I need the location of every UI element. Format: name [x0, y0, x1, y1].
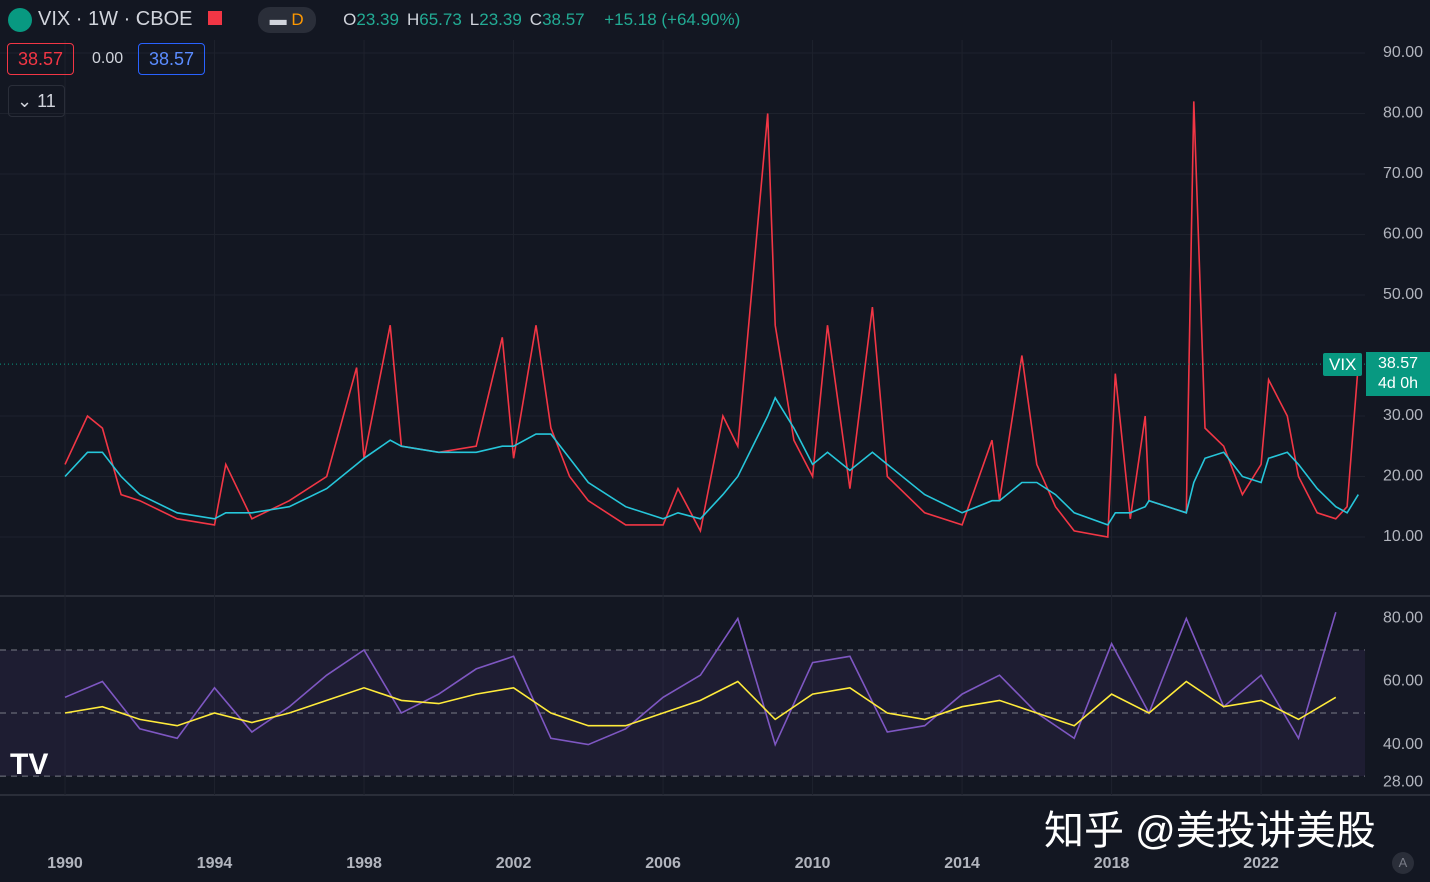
flag[interactable]	[208, 11, 223, 25]
y-tick-label: 80.00	[1383, 105, 1423, 122]
x-tick-label: 1998	[346, 855, 382, 872]
x-tick-label: 2010	[795, 855, 831, 872]
y-tick-label: 30.00	[1383, 407, 1423, 424]
y-tick-label: 90.00	[1383, 44, 1423, 61]
symbol-icon	[8, 7, 32, 32]
symbol-bar[interactable]: VIX · 1W · CBOE ▬ D O23.39 H65.73 L23.39 C3…	[8, 6, 741, 33]
ohlc-label: L	[469, 10, 480, 29]
x-tick-label: 2022	[1243, 855, 1279, 872]
x-tick-label: 1990	[47, 855, 83, 872]
ohlc-value: 38.57	[542, 10, 585, 29]
y-tick-label: 28.00	[1383, 774, 1423, 791]
y-tick-label: 60.00	[1383, 226, 1423, 243]
price: 38.57	[1378, 355, 1419, 372]
change: +15.18 (+64.90%)	[604, 10, 741, 29]
ohlc-value: 23.39	[479, 10, 522, 29]
series-line	[64, 101, 1360, 538]
ohlc-label: C	[529, 10, 543, 29]
series-line	[64, 396, 1359, 526]
interval-badge[interactable]: ▬ D	[257, 7, 316, 33]
x-tick-label: 2018	[1094, 855, 1130, 872]
series-tag: VIX	[1323, 353, 1363, 376]
y-tick-label: 40.00	[1383, 736, 1423, 753]
auto-scale[interactable]: A	[1392, 852, 1414, 874]
price-tag: 38.57 4d 0h	[1366, 352, 1430, 396]
ohlc: O23.39 H65.73 L23.39 C38.57	[343, 10, 592, 29]
bid-input[interactable]: 38.57	[7, 43, 75, 75]
indicator-count: 11	[37, 91, 56, 111]
indicator-toggle[interactable]: ⌄ 11	[8, 85, 65, 117]
ohlc-value: 65.73	[419, 10, 462, 29]
symbol: VIX · 1W · CBOE	[38, 8, 193, 30]
y-tick-label: 20.00	[1383, 468, 1423, 485]
x-tick-label: 1994	[197, 855, 233, 872]
y-tick-label: 70.00	[1383, 165, 1423, 182]
spread: 0.00	[92, 50, 124, 67]
x-tick-label: 2006	[645, 855, 681, 872]
ask-input[interactable]: 38.57	[138, 43, 206, 75]
countdown: 4d 0h	[1378, 375, 1419, 392]
ohlc-label: O	[343, 10, 357, 29]
ohlc-value: 23.39	[356, 10, 399, 29]
series-line	[64, 611, 1337, 747]
y-tick-label: 60.00	[1383, 673, 1423, 690]
ohlc-label: H	[406, 10, 420, 29]
watermark: 知乎 @美投讲美股	[1044, 809, 1376, 853]
y-tick-label: 80.00	[1383, 610, 1423, 627]
y-tick-label: 10.00	[1383, 528, 1423, 545]
tv-logo: TV	[10, 748, 49, 781]
x-tick-label: 2014	[944, 855, 980, 872]
y-tick-label: 50.00	[1383, 286, 1423, 303]
series-line	[64, 680, 1337, 727]
x-tick-label: 2002	[496, 855, 532, 872]
badge-text: D	[291, 10, 304, 29]
